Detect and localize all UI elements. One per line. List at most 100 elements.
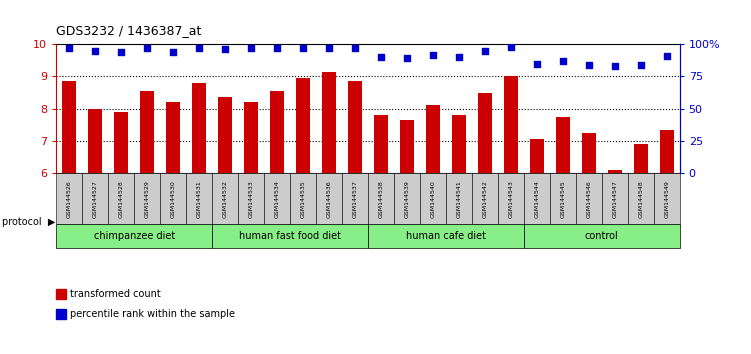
Bar	[342, 173, 368, 224]
Point	[141, 45, 153, 51]
Text: GSM144542: GSM144542	[482, 180, 487, 218]
Bar	[420, 173, 446, 224]
Text: GSM144528: GSM144528	[119, 180, 124, 218]
Bar	[581, 133, 596, 173]
Bar	[348, 81, 362, 173]
Bar	[400, 120, 414, 173]
Bar	[56, 173, 83, 224]
Bar	[322, 72, 336, 173]
Text: GSM144547: GSM144547	[612, 180, 617, 218]
Point	[271, 45, 283, 51]
Point	[167, 49, 179, 55]
Bar	[394, 173, 420, 224]
Bar	[374, 115, 388, 173]
Text: GSM144531: GSM144531	[197, 180, 202, 218]
Text: human fast food diet: human fast food diet	[239, 231, 341, 241]
Text: transformed count: transformed count	[70, 289, 161, 299]
Bar	[653, 173, 680, 224]
Bar	[426, 105, 440, 173]
Bar	[498, 173, 524, 224]
Point	[635, 62, 647, 68]
Bar	[218, 97, 232, 173]
Text: GSM144549: GSM144549	[664, 180, 669, 218]
Text: human cafe diet: human cafe diet	[406, 231, 486, 241]
Bar	[114, 112, 128, 173]
Point	[297, 45, 309, 51]
Bar	[83, 173, 108, 224]
Bar	[270, 91, 284, 173]
Bar	[478, 92, 492, 173]
Text: protocol  ▶: protocol ▶	[2, 217, 56, 227]
Bar	[472, 173, 498, 224]
Bar	[88, 109, 102, 173]
Point	[63, 45, 75, 51]
Text: GSM144538: GSM144538	[379, 180, 384, 218]
Text: GSM144540: GSM144540	[430, 180, 436, 218]
Bar	[160, 173, 186, 224]
Bar	[166, 102, 180, 173]
Text: GSM144536: GSM144536	[327, 180, 331, 218]
Point	[323, 45, 335, 51]
Text: GDS3232 / 1436387_at: GDS3232 / 1436387_at	[56, 24, 202, 37]
Bar	[556, 116, 570, 173]
Point	[556, 58, 569, 64]
Text: GSM144533: GSM144533	[249, 180, 254, 218]
Text: GSM144539: GSM144539	[405, 180, 409, 218]
Point	[193, 45, 205, 51]
Text: GSM144527: GSM144527	[93, 180, 98, 218]
Text: GSM144543: GSM144543	[508, 180, 514, 218]
Bar	[628, 173, 653, 224]
Text: GSM144526: GSM144526	[67, 180, 72, 218]
Bar	[452, 115, 466, 173]
Bar	[186, 173, 212, 224]
Text: GSM144545: GSM144545	[560, 180, 566, 218]
Bar	[504, 76, 518, 173]
Bar	[524, 173, 550, 224]
Bar	[550, 173, 576, 224]
Text: GSM144532: GSM144532	[222, 180, 228, 218]
Text: GSM144544: GSM144544	[534, 180, 539, 218]
Bar	[192, 83, 207, 173]
Bar	[368, 173, 394, 224]
Point	[401, 56, 413, 61]
Point	[531, 61, 543, 67]
Text: GSM144529: GSM144529	[145, 180, 149, 218]
Text: control: control	[585, 231, 619, 241]
Point	[219, 47, 231, 52]
Bar	[238, 173, 264, 224]
Bar	[56, 224, 212, 248]
Bar	[659, 130, 674, 173]
Bar	[296, 78, 310, 173]
Bar	[62, 81, 77, 173]
Text: chimpanzee diet: chimpanzee diet	[94, 231, 175, 241]
Bar	[290, 173, 316, 224]
Bar	[524, 224, 680, 248]
Point	[479, 48, 491, 53]
Bar	[576, 173, 602, 224]
Point	[505, 44, 517, 50]
Bar	[212, 173, 238, 224]
Point	[583, 62, 595, 68]
Point	[453, 54, 465, 60]
Bar	[140, 91, 155, 173]
Text: GSM144535: GSM144535	[300, 180, 306, 218]
Bar	[634, 144, 648, 173]
Bar	[264, 173, 290, 224]
Bar	[316, 173, 342, 224]
Text: GSM144541: GSM144541	[457, 180, 461, 218]
Point	[375, 54, 387, 60]
Point	[427, 52, 439, 57]
Bar	[608, 170, 622, 173]
Point	[245, 45, 257, 51]
Bar	[134, 173, 160, 224]
Bar	[368, 224, 524, 248]
Point	[349, 45, 361, 51]
Bar	[212, 224, 368, 248]
Text: GSM144548: GSM144548	[638, 180, 643, 218]
Point	[609, 63, 621, 69]
Point	[661, 53, 673, 59]
Text: percentile rank within the sample: percentile rank within the sample	[70, 309, 235, 319]
Bar	[602, 173, 628, 224]
Point	[89, 48, 101, 53]
Text: GSM144534: GSM144534	[275, 180, 279, 218]
